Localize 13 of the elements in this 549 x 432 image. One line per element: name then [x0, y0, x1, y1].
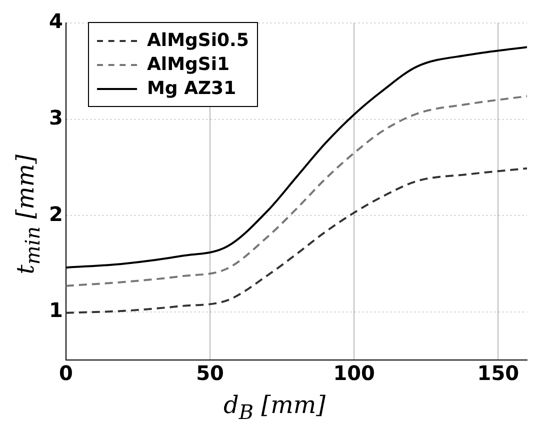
- legend-label: AlMgSi0.5: [147, 30, 249, 51]
- y-tick-label: 3: [48, 105, 63, 130]
- x-tick-label: 150: [477, 361, 520, 386]
- x-tick-label: 0: [58, 361, 73, 386]
- y-tick-label: 1: [48, 298, 63, 322]
- x-tick-label: 50: [196, 361, 224, 386]
- y-tick-label: 2: [48, 202, 63, 226]
- x-axis-title: d$_{B}$ [mm]: [222, 391, 326, 424]
- x-tick-label: 100: [333, 361, 375, 386]
- legend-label: Mg AZ31: [147, 78, 236, 99]
- legend-label: AlMgSi1: [147, 54, 230, 75]
- y-tick-label: 4: [48, 9, 63, 34]
- line-series: [66, 167, 527, 314]
